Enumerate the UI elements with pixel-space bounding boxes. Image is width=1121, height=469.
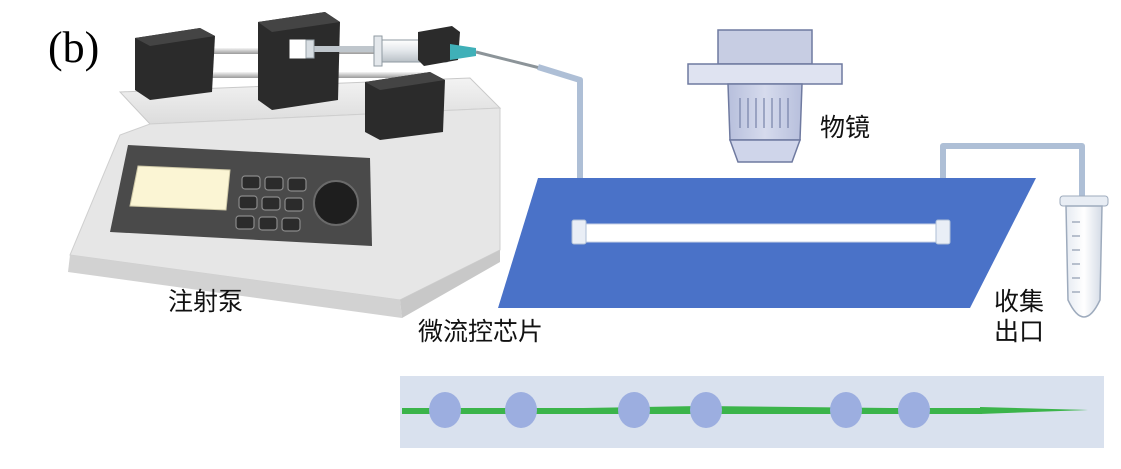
pump-clamp-left [135,28,215,100]
droplet-inset [400,376,1104,448]
chip-channel [573,223,951,243]
microfluidic-chip [498,178,1036,308]
pump-keypad [235,175,307,232]
panel-label: (b) [48,23,100,72]
droplet [898,392,930,428]
collection-outlet-label-line1: 收集 [994,287,1045,316]
objective-label: 物镜 [820,113,871,142]
collection-outlet-label-line2: 出口 [994,317,1045,346]
syringe-plunger [312,46,382,52]
syringe-pump-label: 注射泵 [168,287,244,316]
syringe-pump [68,12,541,318]
pump-side [400,250,500,318]
pump-clamp-back [418,26,460,66]
chip-inlet-port [571,219,587,245]
syringe-needle [475,50,541,70]
pump-knob [313,180,359,226]
droplet [830,392,862,428]
objective-lens [687,29,843,163]
microfluidic-chip-label: 微流控芯片 [418,317,544,346]
pump-display [129,165,231,211]
chip-outlet-port [935,219,951,245]
droplet [505,392,537,428]
pump-base [68,255,402,318]
droplet [429,392,461,428]
syringe-needle-hub [450,44,476,60]
droplet [618,392,650,428]
droplet-group [429,392,930,428]
droplet [690,392,722,428]
collection-tube [1059,195,1109,318]
